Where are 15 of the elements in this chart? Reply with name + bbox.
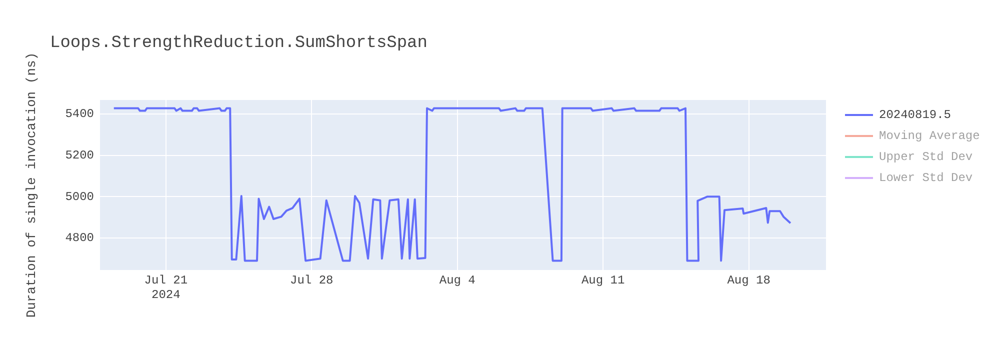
- y-tick-label: 5000: [65, 190, 94, 204]
- legend-label: Moving Average: [879, 128, 980, 142]
- legend-label: Lower Std Dev: [879, 170, 973, 184]
- x-tick-label: Jul 28: [290, 273, 334, 288]
- y-axis-title: Duration of single invocation (ns): [24, 52, 40, 318]
- y-tick-label: 5200: [65, 148, 94, 163]
- chart-title: Loops.StrengthReduction.SumShortsSpan: [50, 34, 428, 53]
- legend-label: Upper Std Dev: [879, 150, 973, 164]
- x-tick-label: Aug 18: [727, 273, 770, 288]
- x-tick-label: Jul 21 2024: [144, 273, 188, 302]
- legend-label: 20240819.5: [879, 108, 952, 122]
- y-tick-label: 4800: [65, 231, 94, 246]
- x-tick-label: Aug 11: [581, 273, 625, 288]
- x-tick-label: Aug 4: [439, 273, 476, 288]
- y-tick-label: 5400: [65, 107, 94, 122]
